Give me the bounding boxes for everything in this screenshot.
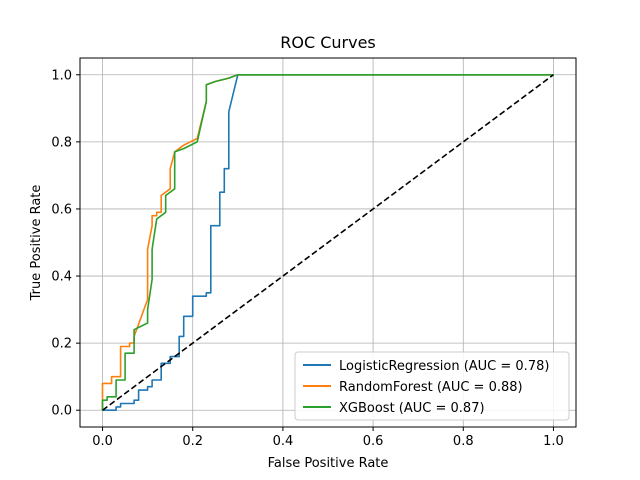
x-tick-label: 0.2 bbox=[182, 434, 203, 449]
legend-label-1: RandomForest (AUC = 0.88) bbox=[339, 380, 523, 395]
legend-label-0: LogisticRegression (AUC = 0.78) bbox=[339, 359, 549, 374]
y-tick-label: 0.8 bbox=[51, 135, 72, 150]
chart-title: ROC Curves bbox=[280, 33, 376, 52]
x-tick-label: 0.8 bbox=[453, 434, 474, 449]
x-tick-label: 0.4 bbox=[273, 434, 294, 449]
legend: LogisticRegression (AUC = 0.78) RandomFor… bbox=[295, 352, 569, 420]
y-tick-label: 0.6 bbox=[51, 202, 72, 217]
x-tick-label: 0.0 bbox=[92, 434, 113, 449]
legend-label-2: XGBoost (AUC = 0.87) bbox=[339, 401, 485, 416]
x-tick-label: 1.0 bbox=[543, 434, 564, 449]
y-tick-label: 0.0 bbox=[51, 404, 72, 419]
x-axis-title: False Positive Rate bbox=[268, 456, 389, 471]
x-tick-label: 0.6 bbox=[363, 434, 384, 449]
y-tick-label: 1.0 bbox=[51, 68, 72, 83]
y-axis-title: True Positive Rate bbox=[29, 185, 44, 302]
y-tick-label: 0.4 bbox=[51, 270, 72, 285]
y-tick-label: 0.2 bbox=[51, 337, 72, 352]
